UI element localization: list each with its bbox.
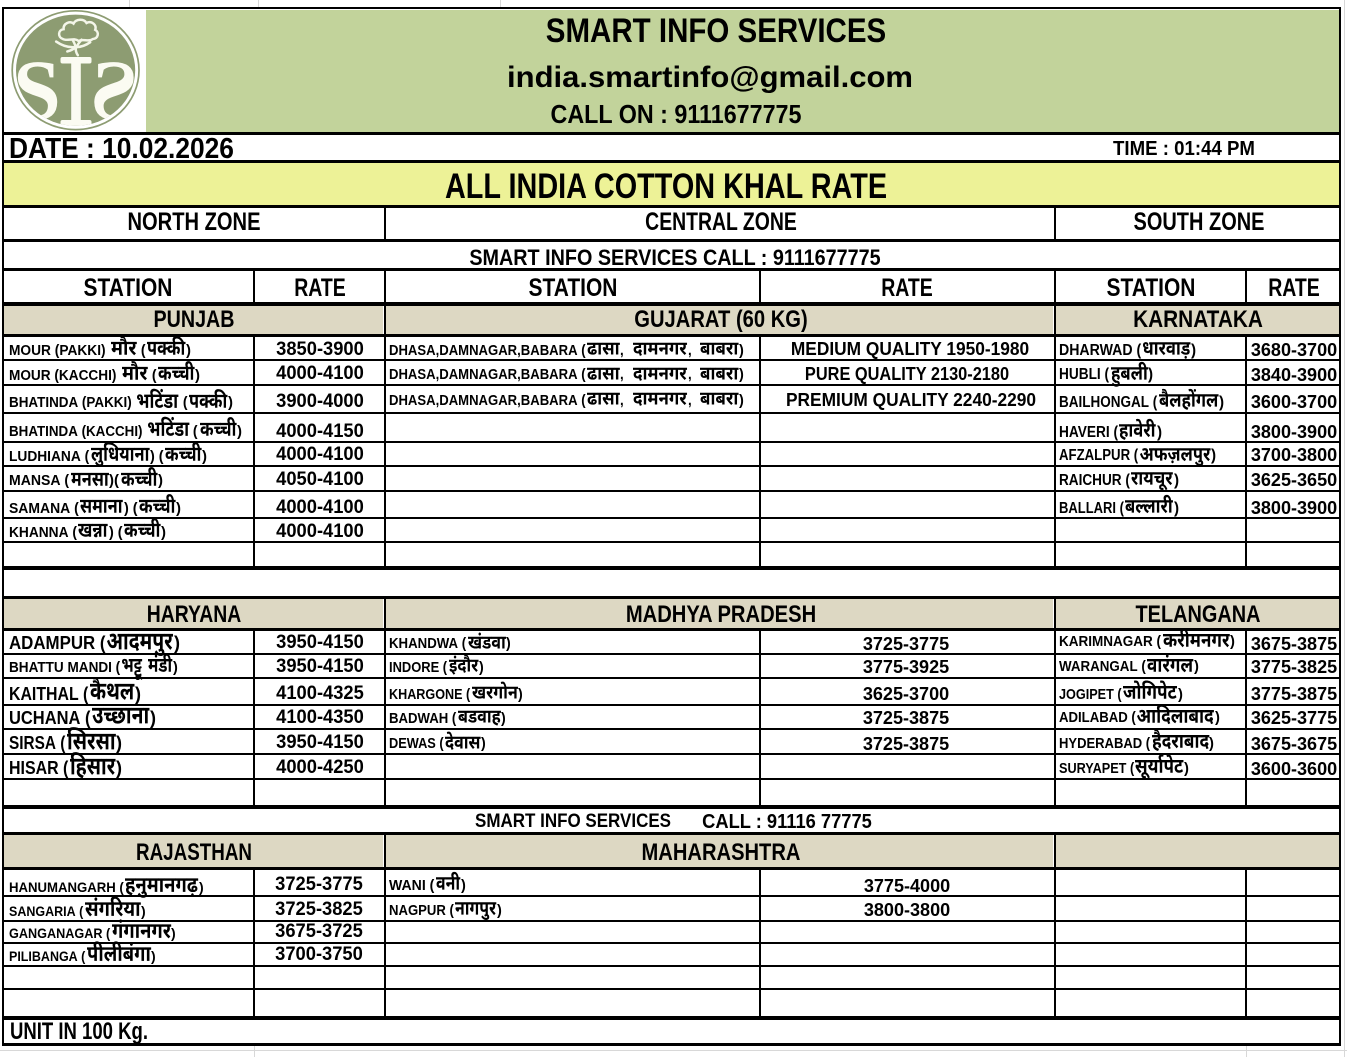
svg-text:S: S	[13, 42, 61, 135]
svg-text:S: S	[91, 42, 139, 135]
